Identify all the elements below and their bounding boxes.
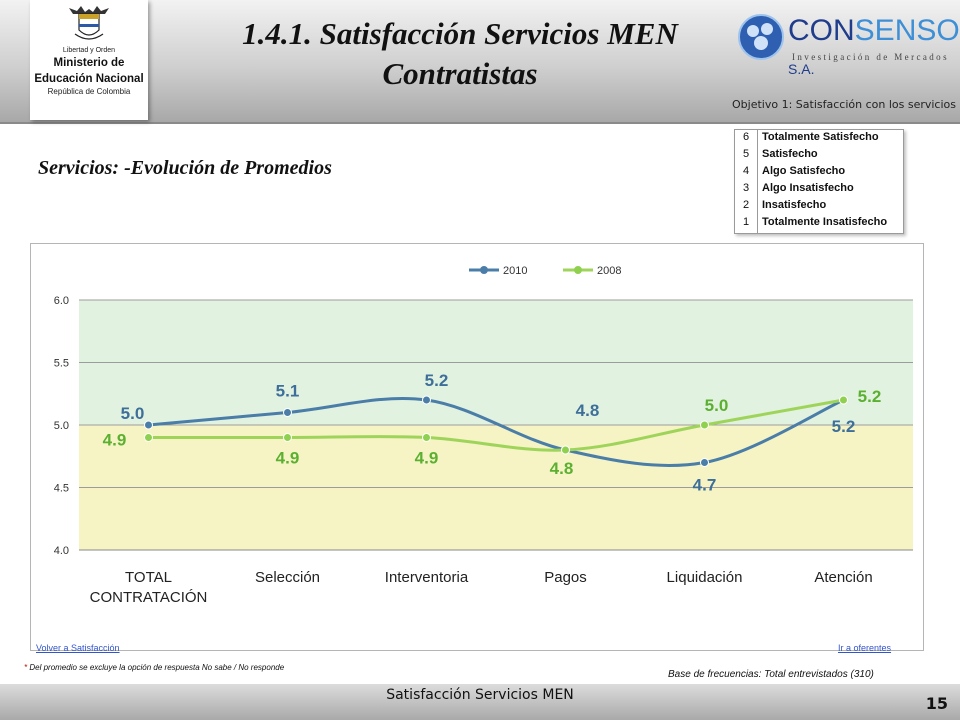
page-number: 15 <box>925 694 948 713</box>
go-to-bidders-link[interactable]: Ir a oferentes <box>838 643 892 653</box>
ministry-logo: Libertad y Orden Ministerio de Educación… <box>30 0 148 120</box>
data-label-2010: 5.2 <box>425 371 449 390</box>
ministry-name-line2: Educación Nacional <box>34 73 144 85</box>
legend-label-2010: 2010 <box>503 265 527 277</box>
data-point-2008 <box>561 445 570 455</box>
footer-title: Satisfacción Servicios MEN <box>386 687 574 703</box>
data-label-2010: 4.8 <box>576 401 600 420</box>
data-label-2010: 5.1 <box>276 382 300 401</box>
y-tick-label: 6.0 <box>54 295 69 307</box>
x-tick-label: Pagos <box>544 569 587 586</box>
consenso-name: CONSENSO S.A. <box>788 14 960 77</box>
x-tick-label: Interventoria <box>385 569 469 586</box>
consenso-globe-icon <box>738 14 784 60</box>
coat-of-arms-icon <box>69 6 109 40</box>
series-line-2010 <box>148 396 845 468</box>
ministry-motto: Libertad y Orden <box>62 47 116 54</box>
data-label-2008: 5.2 <box>858 387 882 406</box>
x-tick-label: CONTRATACIÓN <box>90 589 208 606</box>
scale-row: 1 Totalmente Insatisfecho <box>743 216 888 228</box>
legend-marker-2008 <box>574 266 582 274</box>
ministry-country: República de Colombia <box>47 87 131 96</box>
x-tick-label: Selección <box>255 569 320 586</box>
data-label-2008: 4.8 <box>550 459 574 478</box>
data-label-2008: 4.9 <box>415 449 439 468</box>
series-line-2008 <box>148 398 844 452</box>
scale-divider <box>757 130 758 233</box>
slide-title-line1: 1.4.1. Satisfacción Servicios MEN <box>242 16 678 51</box>
section-subtitle: Servicios: -Evolución de Promedios <box>38 157 332 179</box>
data-label-2010: 5.0 <box>121 404 145 423</box>
scale-row: 6 Totalmente Satisfecho <box>743 131 879 143</box>
x-tick-label: Atención <box>814 569 872 586</box>
y-tick-label: 4.5 <box>54 483 69 495</box>
data-point-2008 <box>839 395 848 405</box>
y-tick-label: 5.0 <box>54 420 69 432</box>
data-point-2010 <box>144 420 153 430</box>
header-band <box>0 0 960 124</box>
consenso-tagline: Investigación de Mercados <box>792 52 949 62</box>
data-label-2008: 5.0 <box>705 396 729 415</box>
footer-band <box>0 684 960 720</box>
scale-row: 3 Algo Insatisfecho <box>743 182 854 194</box>
data-point-2008 <box>283 433 292 442</box>
scale-row: 2 Insatisfecho <box>743 199 827 211</box>
x-tick-label: TOTAL <box>125 569 172 586</box>
y-tick-label: 4.0 <box>54 545 69 557</box>
legend-marker-2010 <box>480 266 488 274</box>
scale-row: 4 Algo Satisfecho <box>743 165 846 177</box>
data-point-2008 <box>144 433 153 442</box>
data-label-2008: 4.9 <box>103 431 127 450</box>
data-point-2008 <box>700 420 709 430</box>
data-point-2010 <box>422 395 431 405</box>
slide-title: 1.4.1. Satisfacción Servicios MEN Contra… <box>180 14 740 94</box>
chart-frame: 4.0 4.5 5.0 5.5 6.0 TOTAL CONTRATACIÓN Selecció… <box>30 243 924 651</box>
line-chart: 4.0 4.5 5.0 5.5 6.0 TOTAL CONTRATACIÓN Selecció… <box>54 265 913 606</box>
back-to-satisfaction-link[interactable]: Volver a Satisfacción <box>36 643 120 653</box>
data-label-2010: 4.7 <box>693 476 717 495</box>
ministry-name-line1: Ministerio de <box>53 57 125 69</box>
data-point-2010 <box>700 458 709 467</box>
objective-label: Objetivo 1: Satisfacción con los servici… <box>732 98 956 111</box>
consenso-logo: CONSENSO S.A. Investigación de Mercados <box>736 8 960 77</box>
scale-legend: 6 Totalmente Satisfecho 5 Satisfecho 4 Algo… <box>734 129 904 234</box>
x-tick-label: Liquidación <box>667 569 743 586</box>
data-point-2010 <box>283 408 292 417</box>
slide-title-line2: Contratistas <box>382 56 538 91</box>
data-label-2010: 5.2 <box>832 417 856 436</box>
base-frequency-note: Base de frecuencias: Total entrevistados… <box>668 669 874 680</box>
legend-label-2008: 2008 <box>597 265 621 277</box>
footnote: * Del promedio se excluye la opción de r… <box>24 663 285 672</box>
data-label-2008: 4.9 <box>276 449 300 468</box>
y-tick-label: 5.5 <box>54 358 69 370</box>
scale-row: 5 Satisfecho <box>743 148 818 160</box>
data-point-2008 <box>422 433 431 442</box>
